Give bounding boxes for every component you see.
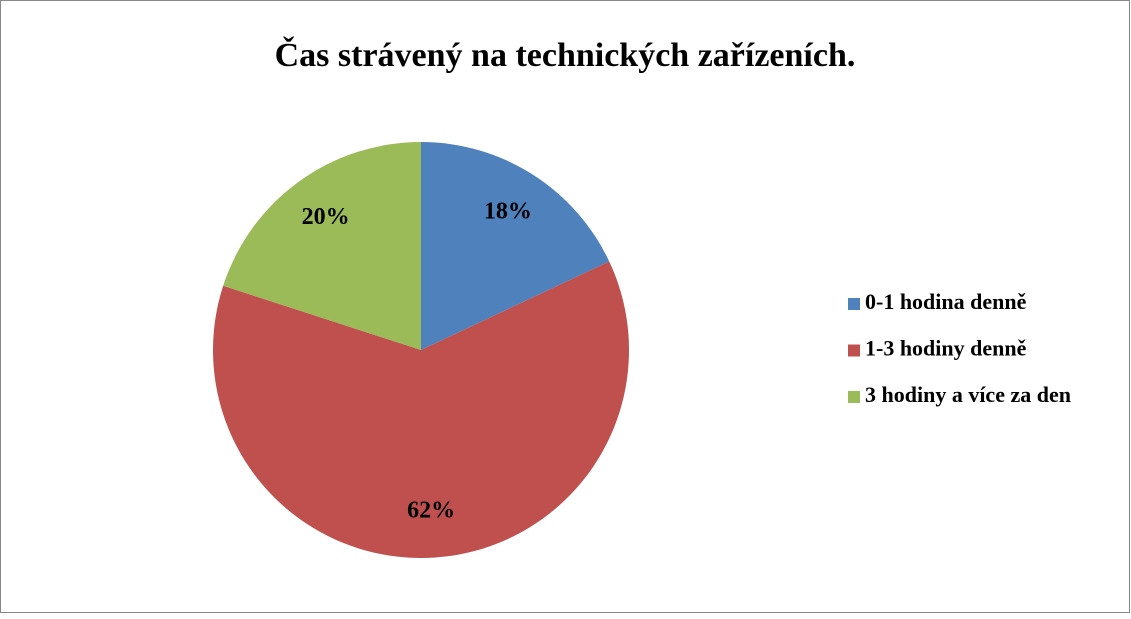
pie-slice [213,261,630,558]
data-label: 20% [302,204,350,230]
pie-slice [223,142,421,350]
pie-slice [421,142,610,350]
legend-label: 1-3 hodiny denně [865,336,1027,361]
legend-label: 3 hodiny a více za den [865,382,1071,407]
legend-swatch [848,344,860,357]
data-label: 62% [407,497,455,523]
chart-title: Čas strávený na technických zařízeních. [275,36,856,74]
data-label: 18% [484,199,532,225]
legend-swatch [848,298,860,310]
legend-swatch [848,391,860,403]
legend-label: 0-1 hodina denně [865,289,1027,314]
